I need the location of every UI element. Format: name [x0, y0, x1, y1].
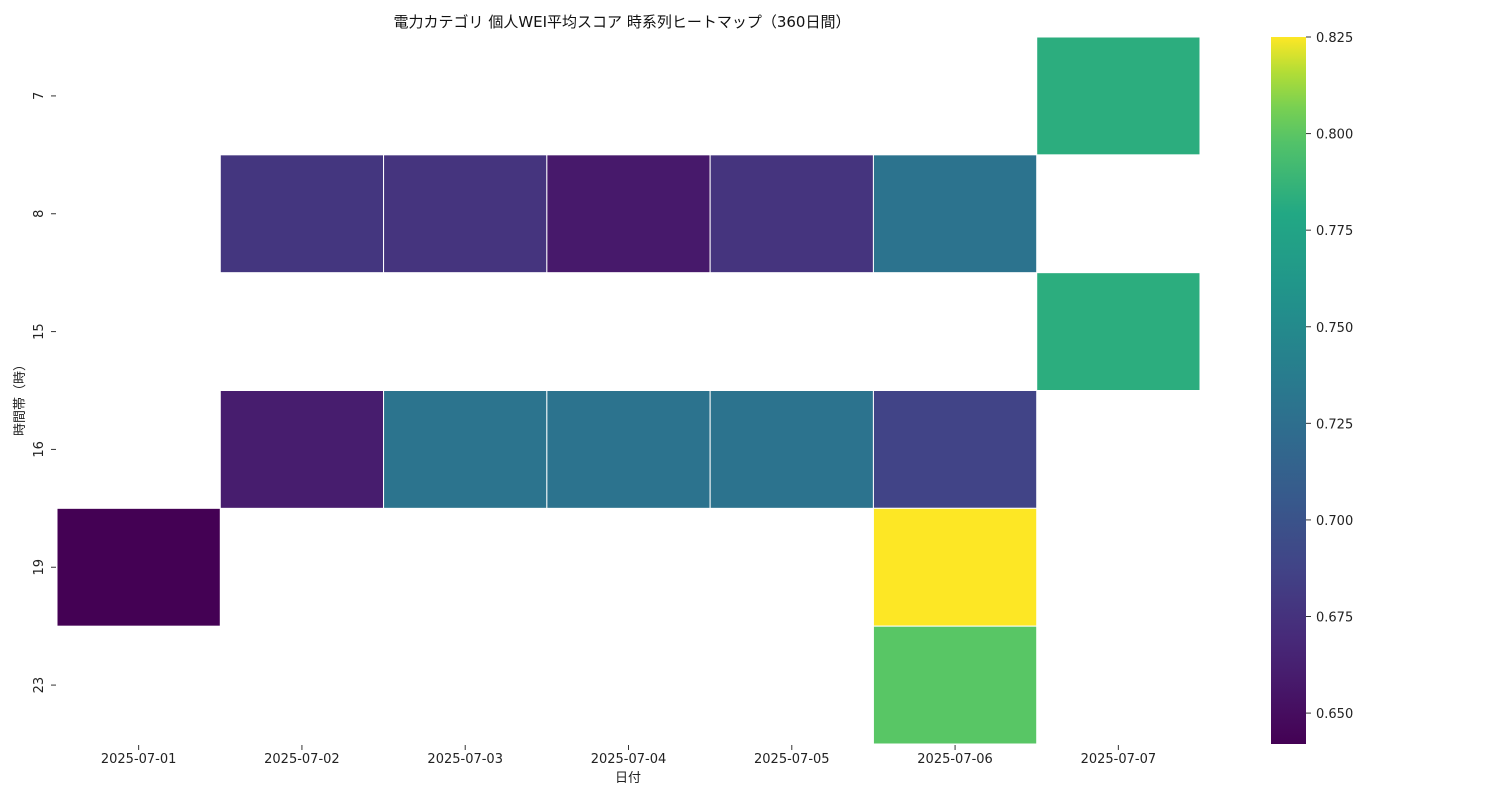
heatmap-cell — [872, 390, 1038, 509]
colorbar-tick-label: 0.800 — [1316, 128, 1353, 143]
colorbar-tick-label: 0.675 — [1316, 611, 1353, 626]
heatmap-cell — [383, 154, 548, 274]
x-tick-label: 2025-07-07 — [1081, 752, 1157, 767]
heatmap-cell — [1036, 272, 1201, 391]
heatmap-cell — [709, 154, 874, 274]
y-axis: 7 8 15 16 19 23 — [32, 92, 56, 694]
heatmap-cell — [872, 625, 1038, 745]
heatmap-cell — [546, 154, 711, 274]
y-tick-label: 7 — [32, 92, 47, 100]
chart-title: 電力カテゴリ 個人WEI平均スコア 時系列ヒートマップ（360日間） — [394, 13, 851, 31]
y-tick-label: 23 — [32, 677, 47, 694]
colorbar-tick-label: 0.750 — [1316, 321, 1353, 336]
colorbar-ticks: 0.650 0.675 0.700 0.725 0.750 0.775 0.800 0.825 — [1306, 31, 1353, 722]
heatmap-cell — [546, 390, 711, 509]
heatmap-cell — [219, 154, 385, 274]
colorbar-tick-label: 0.700 — [1316, 514, 1353, 529]
x-tick-label: 2025-07-02 — [264, 752, 340, 767]
x-axis-label: 日付 — [615, 771, 641, 786]
y-tick-label: 19 — [32, 559, 47, 576]
heatmap-cell — [1036, 36, 1201, 156]
x-tick-label: 2025-07-05 — [754, 752, 830, 767]
x-tick-label: 2025-07-01 — [101, 752, 177, 767]
colorbar-tick-label: 0.650 — [1316, 707, 1353, 722]
heatmap-cell — [872, 154, 1038, 274]
colorbar — [1271, 37, 1306, 744]
x-tick-label: 2025-07-06 — [917, 752, 993, 767]
y-axis-label: 時間帯（時） — [13, 358, 28, 436]
colorbar-tick-label: 0.825 — [1316, 31, 1353, 46]
heatmap-cell — [219, 390, 385, 509]
x-tick-label: 2025-07-04 — [591, 752, 667, 767]
colorbar-tick-label: 0.725 — [1316, 417, 1353, 432]
colorbar-tick-label: 0.775 — [1316, 224, 1353, 239]
heatmap-cell — [56, 507, 221, 627]
x-tick-label: 2025-07-03 — [427, 752, 503, 767]
y-tick-label: 15 — [32, 323, 47, 340]
heatmap-cell — [872, 507, 1038, 627]
heatmap-cell — [709, 390, 874, 509]
heatmap-cell — [383, 390, 548, 509]
heatmap-cells — [56, 36, 1201, 745]
y-tick-label: 16 — [32, 441, 47, 458]
y-tick-label: 8 — [32, 210, 47, 218]
x-axis: 2025-07-01 2025-07-02 2025-07-03 2025-07-04… — [101, 745, 1156, 767]
